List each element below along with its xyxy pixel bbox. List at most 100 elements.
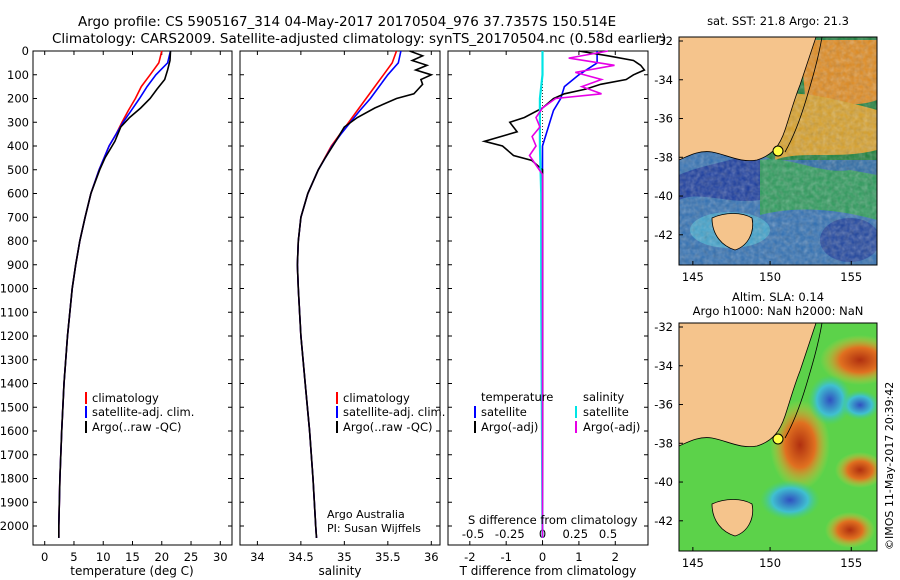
legend-label-s-satellite: satellite xyxy=(583,405,629,419)
x-tick-label: 0 xyxy=(539,550,546,564)
series-line-salinity-argo-adj xyxy=(528,50,615,538)
x-tick-label: -1 xyxy=(500,550,511,564)
difference-chart: -2 -1 0 1 2-0.5 -0.25 0 0.25 0.5 xyxy=(448,50,648,564)
sst-map-ticks: -32 -34 -36 -38 -40 -42 145 150 155 xyxy=(654,34,862,284)
salinity-annotation-line1: Argo Australia xyxy=(327,508,405,521)
legend-label-s-argo: Argo(-adj) xyxy=(583,420,640,434)
x-tick-label: 20 xyxy=(154,550,169,564)
legend-label-t-argo: Argo(-adj) xyxy=(481,420,538,434)
sla-map-ticks: -32 -34 -36 -38 -40 -42 145 150 155 xyxy=(654,320,862,570)
salinity-legend: climatology satellite-adj. clim. Argo(..… xyxy=(327,391,445,535)
header-line2: Climatology: CARS2009. Satellite-adjuste… xyxy=(52,31,666,47)
salinity-panel-frame xyxy=(239,50,441,546)
depth-tick-label: 300 xyxy=(7,115,29,129)
depth-tick-label: 0 xyxy=(22,44,29,58)
depth-tick-label: 1800 xyxy=(0,472,29,486)
x-tick-label: -2 xyxy=(464,550,475,564)
depth-tick-label: 600 xyxy=(7,187,29,201)
sla-high-s xyxy=(825,512,875,548)
sst-tasmania xyxy=(711,213,754,251)
sla-tasmania xyxy=(711,499,754,537)
map-y-tick-label: -42 xyxy=(654,228,673,242)
legend-label-satellite: satellite-adj. clim. xyxy=(343,405,445,419)
legend-title-salinity: salinity xyxy=(583,390,624,404)
depth-tick-label: 1600 xyxy=(0,424,29,438)
x-tick-label: 15 xyxy=(125,550,140,564)
map-x-tick-label: 150 xyxy=(759,270,781,284)
sst-argo-marker xyxy=(772,145,784,157)
map-x-tick-label: 145 xyxy=(682,270,704,284)
depth-tick-label: 800 xyxy=(7,234,29,248)
map-y-tick-label: -40 xyxy=(654,189,673,203)
legend-title-temperature: temperature xyxy=(481,390,553,404)
salinity-axis-label: salinity xyxy=(318,564,361,578)
x-tick-label: 35.5 xyxy=(375,550,401,564)
x-tick-label: 30 xyxy=(213,550,228,564)
x-tick-label: 2 xyxy=(612,550,619,564)
temperature-legend: climatology satellite-adj. clim. Argo(..… xyxy=(85,391,194,434)
legend-label-climatology: climatology xyxy=(343,391,410,405)
map-x-tick-label: 150 xyxy=(759,556,781,570)
sst-isobath xyxy=(784,37,823,153)
s-tick-label: -0.25 xyxy=(495,527,525,541)
legend-label-argo: Argo(..raw -QC) xyxy=(343,420,433,434)
series-line-temperature-satellite xyxy=(541,51,598,538)
sla-high-se xyxy=(835,452,877,488)
sla-low-center xyxy=(808,375,852,425)
sla-isobath xyxy=(784,323,823,439)
salinity-chart: 34 34.5 35 35.5 36 xyxy=(240,50,440,564)
depth-axis-labels: 0 100 200 300 400 500 600 700 800 900 1000 1100 1200… xyxy=(0,44,29,533)
difference-panel-frame xyxy=(447,50,649,546)
x-tick-label: 10 xyxy=(96,550,111,564)
map-y-tick-label: -32 xyxy=(654,320,673,334)
depth-tick-label: 1000 xyxy=(0,282,29,296)
depth-tick-label: 200 xyxy=(7,92,29,106)
series-line-argo-raw-qc xyxy=(57,50,172,538)
x-tick-label: 0 xyxy=(41,550,48,564)
x-tick-label: 25 xyxy=(184,550,199,564)
map-y-tick-label: -32 xyxy=(654,34,673,48)
map-y-tick-label: -38 xyxy=(654,436,673,450)
sst-map xyxy=(679,37,877,265)
series-line-climatology xyxy=(57,50,163,538)
map-y-tick-label: -36 xyxy=(654,112,673,126)
imos-credit: ©IMOS 11-May-2017 20:39:42 xyxy=(883,382,896,550)
sla-high-center xyxy=(770,400,830,490)
depth-tick-label: 1900 xyxy=(0,495,29,509)
map-y-tick-label: -38 xyxy=(654,150,673,164)
t-difference-axis-label: T difference from climatology xyxy=(459,564,637,578)
depth-tick-label: 500 xyxy=(7,163,29,177)
depth-tick-label: 1500 xyxy=(0,400,29,414)
series-line-temperature-argo-adj xyxy=(481,50,646,538)
sst-map-frame xyxy=(678,36,878,266)
depth-tick-label: 100 xyxy=(7,68,29,82)
sla-argo-marker xyxy=(772,433,784,445)
temperature-panel-frame xyxy=(32,50,233,546)
x-tick-label: 5 xyxy=(70,550,77,564)
depth-tick-label: 900 xyxy=(7,258,29,272)
sla-low-south xyxy=(760,480,820,520)
sla-low-east xyxy=(840,390,877,420)
difference-legend: temperature salinity satellite Argo(-adj… xyxy=(468,390,640,527)
map-y-tick-label: -34 xyxy=(654,73,673,87)
legend-label-argo: Argo(..raw -QC) xyxy=(92,420,182,434)
s-tick-label: 0.5 xyxy=(599,527,617,541)
salinity-annotation-line2: PI: Susan Wijffels xyxy=(327,522,421,535)
temperature-chart: 0 5 10 15 20 25 30 xyxy=(33,50,232,564)
map-y-tick-label: -42 xyxy=(654,514,673,528)
series-line-argo-raw-qc xyxy=(296,50,434,538)
depth-tick-label: 2000 xyxy=(0,519,29,533)
map-x-tick-label: 155 xyxy=(840,556,862,570)
sla-map-title1: Altim. SLA: 0.14 xyxy=(732,290,824,304)
depth-tick-label: 1400 xyxy=(0,377,29,391)
sla-map-title2: Argo h1000: NaN h2000: NaN xyxy=(693,304,864,318)
s-tick-label: -0.5 xyxy=(462,527,484,541)
header-line1: Argo profile: CS 5905167_314 04-May-2017… xyxy=(78,14,616,30)
x-tick-label: 35 xyxy=(337,550,352,564)
depth-tick-label: 700 xyxy=(7,210,29,224)
sla-high-ne xyxy=(820,335,877,385)
legend-label-climatology: climatology xyxy=(92,391,159,405)
s-axis-label: S difference from climatology xyxy=(468,513,638,527)
depth-tick-label: 1700 xyxy=(0,448,29,462)
